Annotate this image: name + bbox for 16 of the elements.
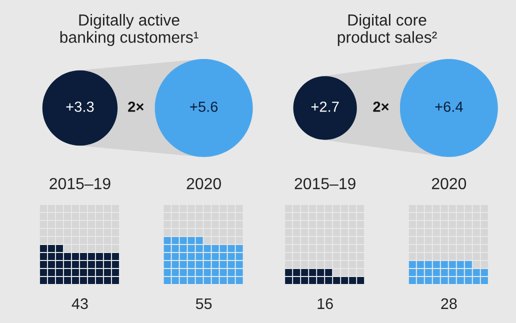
data-label: 16 [318,298,333,310]
category-label: 2015–19 [294,178,356,190]
category-label: 2020 [186,178,221,190]
category-label: 2020 [432,178,466,190]
text: Digital core product sales² [338,14,437,46]
category-label: 2015–19 [50,178,110,190]
text: 2× [373,102,389,112]
data-label: +6.4 [435,102,463,112]
data-label: 28 [441,298,457,310]
data-label: 43 [72,298,88,310]
data-label: 55 [196,298,212,310]
data-label: +3.3 [66,102,94,112]
data-label: +5.6 [190,102,218,112]
text: Digitally active banking customers¹ [60,14,198,46]
text: 2× [128,102,144,112]
data-label: +2.7 [311,102,339,112]
